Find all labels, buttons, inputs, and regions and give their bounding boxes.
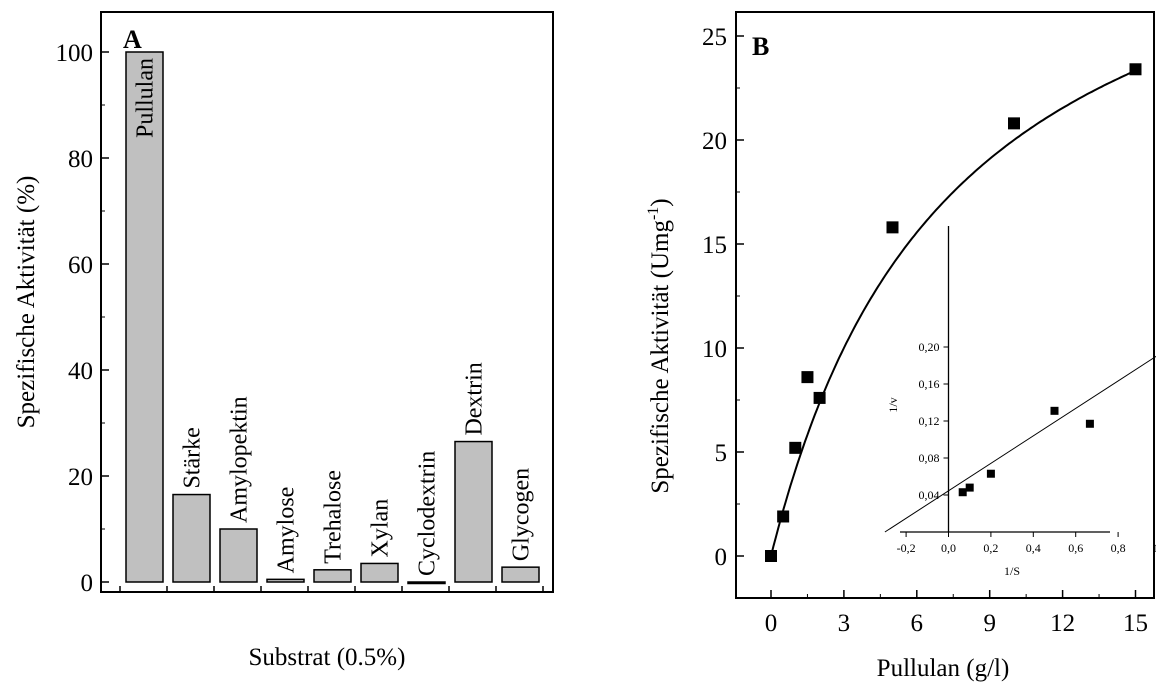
panel-a-y-axis-title: Spezifische Aktivität (%) xyxy=(13,176,40,429)
bar-cyclodextrin xyxy=(407,581,446,585)
panel-b-data-point xyxy=(789,441,802,454)
bar-category-label: Trehalose xyxy=(321,470,347,564)
inset-x-tick-label: -0,2 xyxy=(897,541,916,555)
inset-data-point xyxy=(958,488,967,497)
bar-category-label: Amylopektin xyxy=(227,396,253,523)
inset-y-tick-label: 0,16 xyxy=(919,377,940,391)
inset-x-tick-label: 0,6 xyxy=(1068,541,1083,555)
panel-b-x-tick-label: 0 xyxy=(765,610,778,637)
panel-b-scatter-chart: 0 3 6 9 12 15 0 5 10 15 20 25 B Spezifische Aktivit… xyxy=(645,11,1156,682)
bar-category-label: Stärke xyxy=(180,427,206,488)
panel-a-y-tick-label: 40 xyxy=(68,358,93,385)
panel-b-data-point xyxy=(777,510,790,523)
inset-data-points xyxy=(958,406,1094,497)
panel-b-fit-curve xyxy=(770,69,1136,557)
inset-axes: -0,2 0,0 0,2 0,4 0,6 0,8 1,0 0,04 0,08 0,12 0,16 0,… xyxy=(897,226,1156,555)
inset-fit-line xyxy=(884,355,1156,533)
panel-b-x-tick-label: 6 xyxy=(911,610,924,637)
inset-x-axis-title: 1/S xyxy=(1004,564,1020,578)
panel-b-data-point xyxy=(813,391,826,404)
panel-b-x-tick-label: 3 xyxy=(838,610,851,637)
panel-b-data-point xyxy=(886,221,899,234)
inset-data-point xyxy=(965,483,974,492)
bar-category-label: Amylose xyxy=(274,487,300,574)
inset-x-tick-label: 0,4 xyxy=(1026,541,1041,555)
panel-a-plot-frame xyxy=(100,11,554,593)
inset-y-axis-title: 1/v xyxy=(886,397,900,412)
bar-amylopektin xyxy=(219,528,258,583)
inset-x-tick-label: 0,0 xyxy=(941,541,956,555)
bar-trehalose xyxy=(313,569,352,583)
panel-b-plot-frame xyxy=(735,11,1155,599)
panel-b-x-tick-label: 12 xyxy=(1050,610,1075,637)
bar-category-label: Pullulan xyxy=(133,58,159,138)
bar-category-label: Xylan xyxy=(368,499,394,558)
panel-a-y-tick-label: 60 xyxy=(68,252,93,279)
bar-category-label: Glycogen xyxy=(509,468,535,561)
bar-stärke xyxy=(172,493,211,583)
inset-y-tick-label: 0,04 xyxy=(919,488,940,502)
panel-b-axes: 0 3 6 9 12 15 0 5 10 15 20 25 xyxy=(702,24,1148,637)
panel-b-data-point xyxy=(765,550,777,562)
inset-x-tick-label: 0,2 xyxy=(983,541,998,555)
panel-a-label: A xyxy=(123,25,142,54)
panel-a-x-axis-title: Substrat (0.5%) xyxy=(249,644,406,671)
panel-b-inset-lineweaver-burk: -0,2 0,0 0,2 0,4 0,6 0,8 1,0 0,04 0,08 0,12 0,16 0,… xyxy=(884,226,1156,578)
bar-amylose xyxy=(266,578,305,583)
bar-category-label: Dextrin xyxy=(462,362,488,435)
panel-a-y-tick-label: 80 xyxy=(68,146,93,173)
inset-data-point xyxy=(1085,419,1094,428)
bar-category-label: Cyclodextrin xyxy=(415,451,441,576)
inset-y-tick-label: 0,08 xyxy=(919,451,940,465)
panel-b-data-point xyxy=(1129,63,1142,76)
panel-b-data-point xyxy=(1008,117,1020,130)
panel-b-data-points xyxy=(765,63,1142,562)
panel-b-data-point xyxy=(801,371,814,384)
inset-y-tick-label: 0,20 xyxy=(919,340,940,354)
panel-b-y-tick-label: 25 xyxy=(702,24,727,51)
panel-b-x-tick-label: 15 xyxy=(1123,610,1148,637)
panel-b-y-tick-label: 20 xyxy=(702,128,727,155)
inset-x-tick-label: 1,0 xyxy=(1153,541,1156,555)
panel-b-y-axis-title: Spezifische Aktivität (Umg-1) xyxy=(645,198,674,493)
bar-xylan xyxy=(360,562,399,583)
inset-data-point xyxy=(1050,406,1059,415)
bar-glycogen xyxy=(501,566,540,583)
panel-a-y-tick-label: 100 xyxy=(56,40,94,67)
panel-b-y-tick-label: 10 xyxy=(702,336,727,363)
panel-a-bars: Pullulan Stärke Amylopektin Amylose Trehalos… xyxy=(125,51,540,585)
panel-a-bar-chart: Pullulan Stärke Amylopektin Amylose Trehalos… xyxy=(13,11,554,671)
bar-dextrin xyxy=(454,440,493,583)
panel-b-y-tick-label: 5 xyxy=(715,440,728,467)
panel-a-y-axis: 0 20 40 60 80 100 xyxy=(56,40,544,597)
panel-b-x-axis-title: Pullulan (g/l) xyxy=(877,655,1010,682)
panel-b-y-tick-label: 15 xyxy=(702,232,727,259)
bar-pullulan xyxy=(125,51,164,583)
panel-a-y-tick-label: 20 xyxy=(68,464,93,491)
inset-x-tick-label: 0,8 xyxy=(1111,541,1126,555)
panel-b-label: B xyxy=(752,32,769,61)
inset-data-point xyxy=(986,469,995,478)
panel-a-y-tick-label: 0 xyxy=(81,570,94,597)
panel-b-y-tick-label: 0 xyxy=(715,544,728,571)
inset-y-tick-label: 0,12 xyxy=(919,414,940,428)
panel-b-x-tick-label: 9 xyxy=(983,610,996,637)
